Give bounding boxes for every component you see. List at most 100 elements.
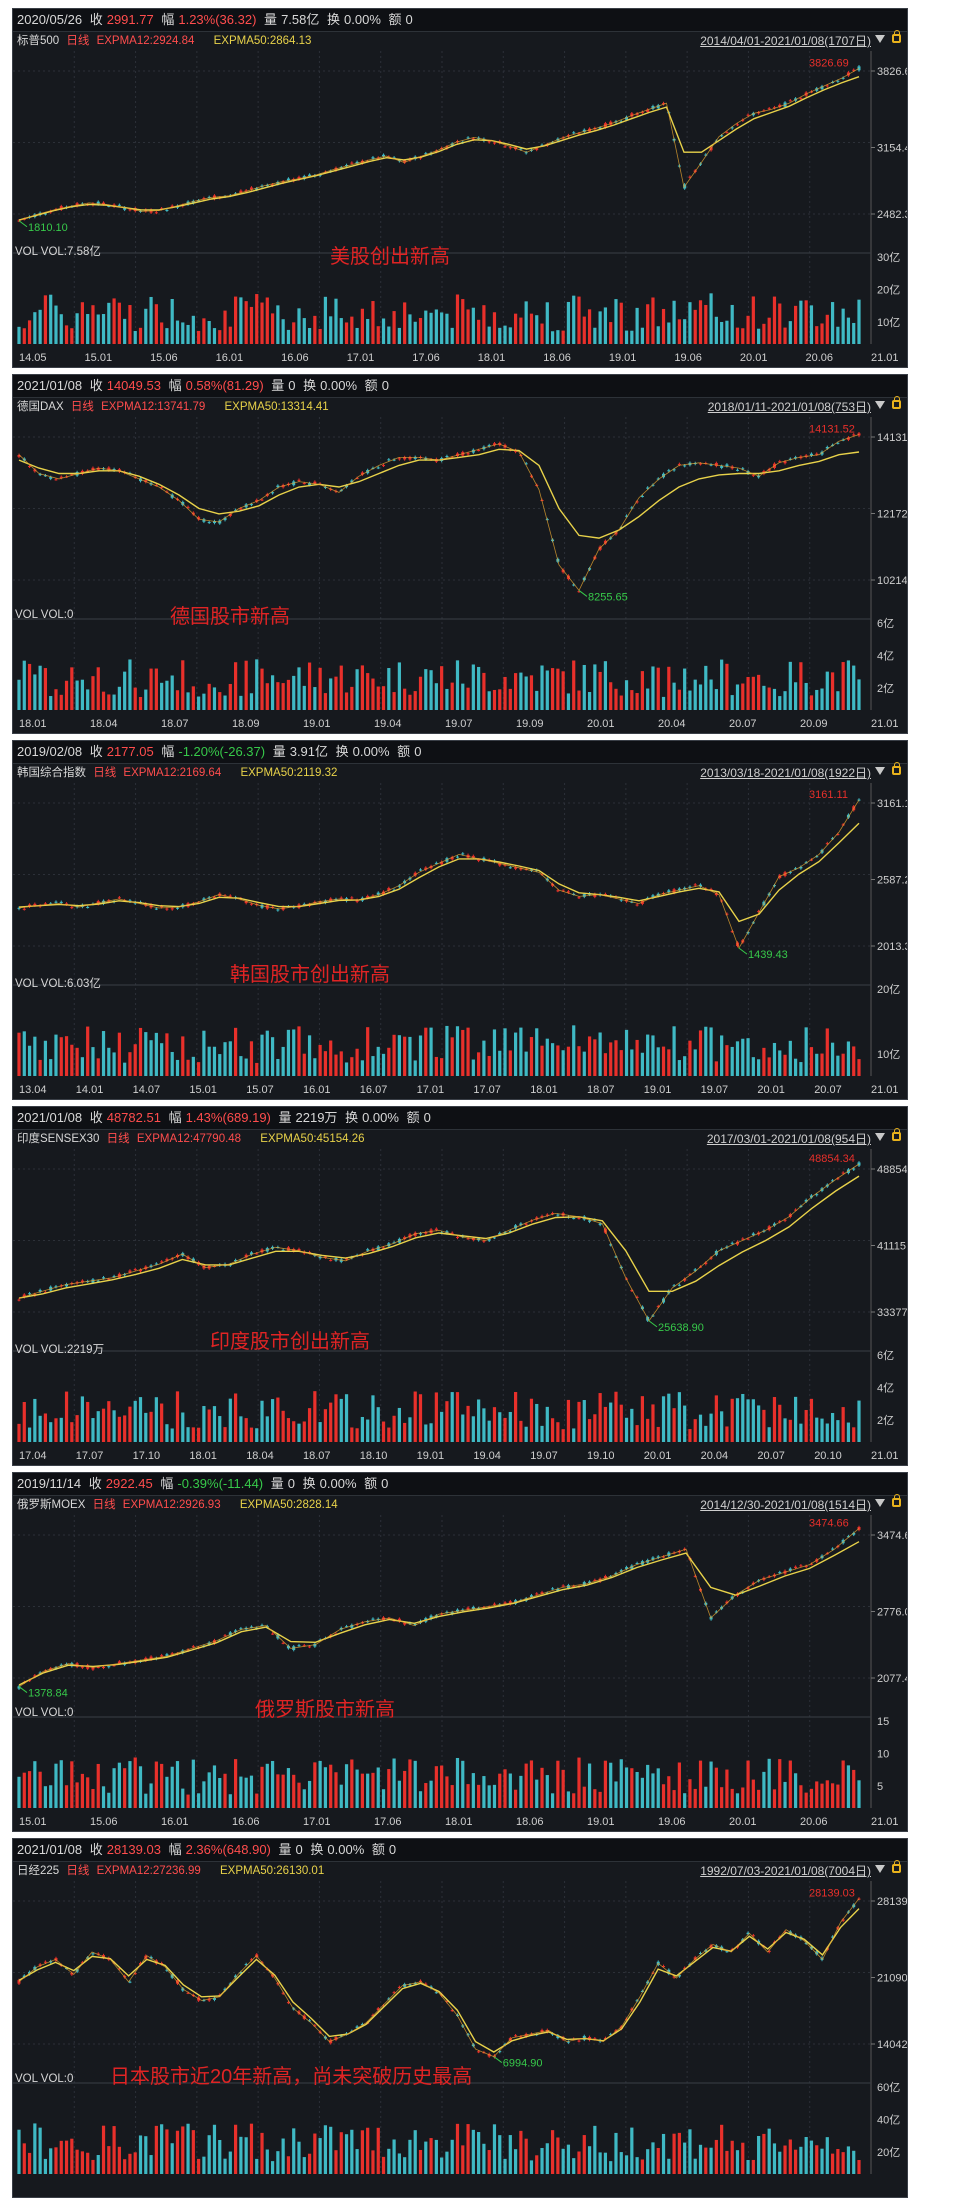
period-mode[interactable]: 日线 (92, 1499, 116, 1511)
volume-label: VOL VOL:2219万 (15, 1344, 105, 1356)
candle-body (735, 469, 739, 471)
volume-bar (292, 675, 296, 710)
x-tick-label: 15.01 (85, 352, 113, 364)
candle-body (102, 900, 106, 904)
date-range[interactable]: 2018/01/11-2021/01/08(753日) (707, 400, 871, 414)
volume-bar (450, 1037, 454, 1076)
volume-bar (836, 2149, 840, 2174)
dropdown-icon[interactable] (875, 1499, 885, 1507)
lock-icon[interactable] (892, 1128, 901, 1141)
volume-bar (133, 1400, 137, 1442)
period-mode[interactable]: 日线 (93, 767, 117, 779)
volume-bar (323, 1051, 328, 1076)
candle-body (323, 1256, 327, 1258)
volume-bar (80, 1773, 84, 1808)
low-pointer (648, 1320, 658, 1328)
turnover-label: 换 (345, 1110, 359, 1125)
vol-tick-label: 10 (877, 1749, 889, 1761)
volume-bar (466, 1405, 470, 1442)
date-range[interactable]: 2017/03/01-2021/01/08(954日) (706, 1132, 871, 1146)
volume-bar (191, 686, 195, 710)
volume-bar (492, 312, 497, 344)
expma-line (18, 822, 860, 923)
candle-body (397, 458, 401, 460)
lock-icon[interactable] (892, 1860, 901, 1873)
volume-bar (624, 1029, 629, 1076)
candle-body (788, 458, 792, 460)
candle-body (836, 442, 840, 444)
date-range[interactable]: 2014/12/30-2021/01/08(1514日) (700, 1498, 871, 1512)
dropdown-icon[interactable] (875, 401, 885, 409)
volume-bar (381, 318, 386, 344)
volume-bar (619, 1404, 623, 1442)
volume-bar (344, 1062, 349, 1076)
volume-bar (75, 1782, 79, 1808)
y-tick-label: 28139.03 (877, 1896, 907, 1908)
volume-bar (820, 1783, 824, 1808)
lock-icon[interactable] (892, 30, 901, 43)
x-tick-label: 14.05 (19, 352, 47, 364)
date-range[interactable]: 2013/03/18-2021/01/08(1922日) (700, 766, 871, 780)
x-tick-label: 15.06 (90, 1816, 118, 1828)
volume-bar (43, 1786, 48, 1808)
volume-bar (730, 695, 734, 710)
volume-bar (661, 2133, 666, 2174)
lock-icon[interactable] (892, 762, 901, 775)
volume-bar (376, 1046, 380, 1076)
candle-body (693, 884, 697, 886)
volume-bar (323, 693, 328, 710)
volume-bar (318, 328, 322, 344)
volume-bar (165, 2129, 169, 2174)
volume-bar (234, 662, 238, 710)
volume-bar (693, 1049, 697, 1076)
date-range[interactable]: 1992/07/03-2021/01/08(7004日) (700, 1864, 871, 1878)
volume-bar (80, 1396, 84, 1442)
volume-bar (725, 1426, 729, 1442)
volume-bar (561, 2148, 565, 2174)
candle-body (382, 2005, 386, 2007)
candle-body (223, 1635, 227, 1637)
volume-bar (503, 1028, 507, 1076)
index-name: 韩国综合指数 (17, 767, 86, 779)
x-tick-label: 17.06 (412, 352, 440, 364)
chart-panel: 2020/05/26 收 2991.77 幅 1.23%(36.32) 量 7.58亿… (12, 8, 908, 368)
dropdown-icon[interactable] (875, 767, 885, 775)
expma-line (18, 1541, 860, 1686)
lock-icon[interactable] (892, 396, 901, 409)
quote-header: 2021/01/08 收 48782.51 幅 1.43%(689.19) 量 221… (13, 1107, 907, 1130)
date-range[interactable]: 2014/04/01-2021/01/08(1707日) (700, 34, 871, 48)
period-mode[interactable]: 日线 (106, 1133, 130, 1145)
candle-body (286, 1645, 290, 1649)
volume-bar (413, 1760, 417, 1808)
volume-bar (64, 1785, 69, 1808)
close-label: 收 (89, 1110, 103, 1125)
candle-body (582, 129, 586, 132)
period-mode[interactable]: 日线 (66, 35, 90, 47)
dropdown-icon[interactable] (875, 1133, 885, 1141)
dropdown-icon[interactable] (875, 35, 885, 43)
volume-bar (355, 327, 359, 344)
volume-bar (809, 305, 814, 344)
volume-bar (64, 325, 69, 344)
dropdown-icon[interactable] (875, 1865, 885, 1873)
volume-bar (175, 690, 180, 710)
candle-body (487, 445, 491, 447)
lock-icon[interactable] (892, 1494, 901, 1507)
volume-bar (656, 1047, 660, 1076)
x-tick-label: 18.04 (246, 1450, 274, 1462)
volume-bar (809, 2140, 814, 2174)
volume-bar (683, 1405, 687, 1442)
volume-bar (466, 687, 470, 710)
volume-bar (149, 668, 153, 710)
candle-body (345, 164, 349, 167)
candle-body (651, 106, 655, 109)
volume-bar (667, 322, 671, 344)
candle-body (778, 1572, 782, 1574)
period-mode[interactable]: 日线 (70, 401, 94, 413)
volume-bar (260, 1034, 264, 1076)
candle-body (255, 188, 259, 190)
volume-bar (762, 323, 766, 344)
amount-label: 额 (388, 12, 402, 27)
candle-body (313, 481, 317, 484)
period-mode[interactable]: 日线 (66, 1865, 90, 1877)
